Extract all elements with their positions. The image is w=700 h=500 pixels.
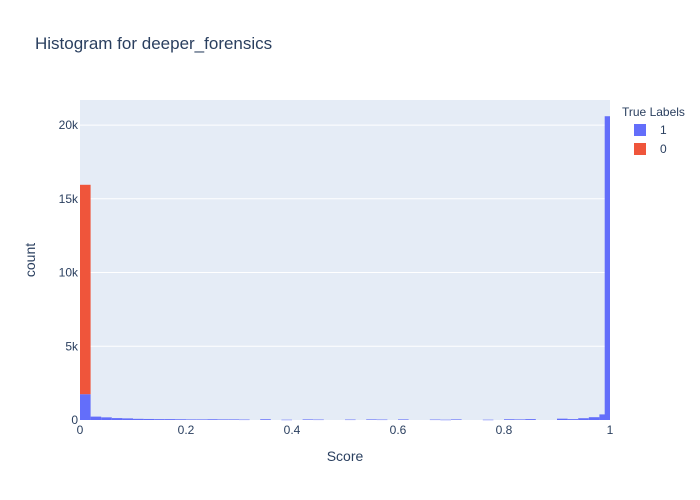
bar-series-0 bbox=[80, 184, 91, 395]
bar-series-1 bbox=[143, 418, 155, 420]
bar-series-1 bbox=[239, 419, 250, 421]
bar-series-1 bbox=[302, 419, 314, 420]
bar-series-1 bbox=[451, 419, 462, 420]
legend-item-0[interactable]: 0 bbox=[634, 142, 667, 156]
legend-swatch bbox=[634, 143, 646, 155]
bar-series-1 bbox=[376, 419, 388, 421]
bar-series-1 bbox=[482, 419, 494, 421]
bar-series-1 bbox=[122, 418, 133, 420]
bar-series-1 bbox=[196, 419, 208, 420]
bar-series-1 bbox=[111, 418, 123, 420]
bar-series-1 bbox=[186, 419, 197, 420]
y-tick-label: 10k bbox=[59, 266, 79, 280]
x-axis-ticks: 0 0.2 0.4 0.6 0.8 1 bbox=[77, 423, 614, 437]
bar-series-1 bbox=[429, 419, 441, 421]
bar-series-1 bbox=[345, 419, 356, 421]
x-tick-label: 0.6 bbox=[390, 423, 407, 437]
legend-item-1[interactable]: 1 bbox=[634, 123, 667, 137]
x-tick-label: 0.2 bbox=[178, 423, 195, 437]
y-tick-label: 0 bbox=[71, 413, 78, 427]
chart-title: Histogram for deeper_forensics bbox=[35, 34, 273, 53]
bars bbox=[80, 116, 610, 421]
y-axis-title: count bbox=[22, 243, 38, 277]
bar-series-1 bbox=[133, 418, 144, 420]
y-axis-ticks: 0 5k 10k 15k 20k bbox=[59, 118, 79, 427]
x-tick-label: 0.4 bbox=[284, 423, 301, 437]
x-tick-label: 1 bbox=[607, 423, 614, 437]
bar-series-1 bbox=[101, 417, 112, 420]
bar-series-1 bbox=[154, 419, 165, 420]
bar-series-1 bbox=[175, 419, 186, 420]
bar-series-1 bbox=[557, 418, 568, 420]
bar-series-1 bbox=[164, 419, 176, 420]
bar-series-1 bbox=[440, 419, 451, 421]
x-tick-label: 0 bbox=[77, 423, 84, 437]
bar-series-1 bbox=[228, 419, 239, 420]
bar-series-1 bbox=[366, 419, 377, 420]
legend-label: 0 bbox=[660, 142, 667, 156]
bar-series-1 bbox=[260, 419, 271, 420]
bar-series-1 bbox=[588, 417, 600, 420]
legend-title: True Labels bbox=[622, 105, 685, 119]
y-tick-label: 5k bbox=[65, 339, 79, 353]
bar-series-1 bbox=[514, 419, 526, 420]
bar-series-1 bbox=[567, 419, 579, 420]
bar-series-1 bbox=[80, 394, 91, 420]
y-tick-label: 15k bbox=[59, 192, 79, 206]
bar-series-1 bbox=[398, 419, 409, 420]
gridlines bbox=[80, 124, 610, 347]
bar-series-1 bbox=[217, 419, 229, 420]
x-tick-label: 0.8 bbox=[496, 423, 513, 437]
bar-series-1 bbox=[578, 418, 589, 420]
bar-series-1 bbox=[281, 419, 292, 421]
bar-series-1 bbox=[604, 116, 610, 421]
bar-series-1 bbox=[313, 419, 324, 421]
legend-swatch bbox=[634, 124, 646, 136]
plot-area bbox=[80, 100, 610, 420]
bar-series-1 bbox=[504, 419, 515, 420]
bar-series-1 bbox=[525, 419, 536, 420]
x-axis-title: Score bbox=[327, 448, 364, 464]
y-tick-label: 20k bbox=[59, 118, 79, 132]
bar-series-1 bbox=[207, 419, 218, 420]
bar-series-1 bbox=[90, 416, 102, 420]
legend-label: 1 bbox=[660, 123, 667, 137]
